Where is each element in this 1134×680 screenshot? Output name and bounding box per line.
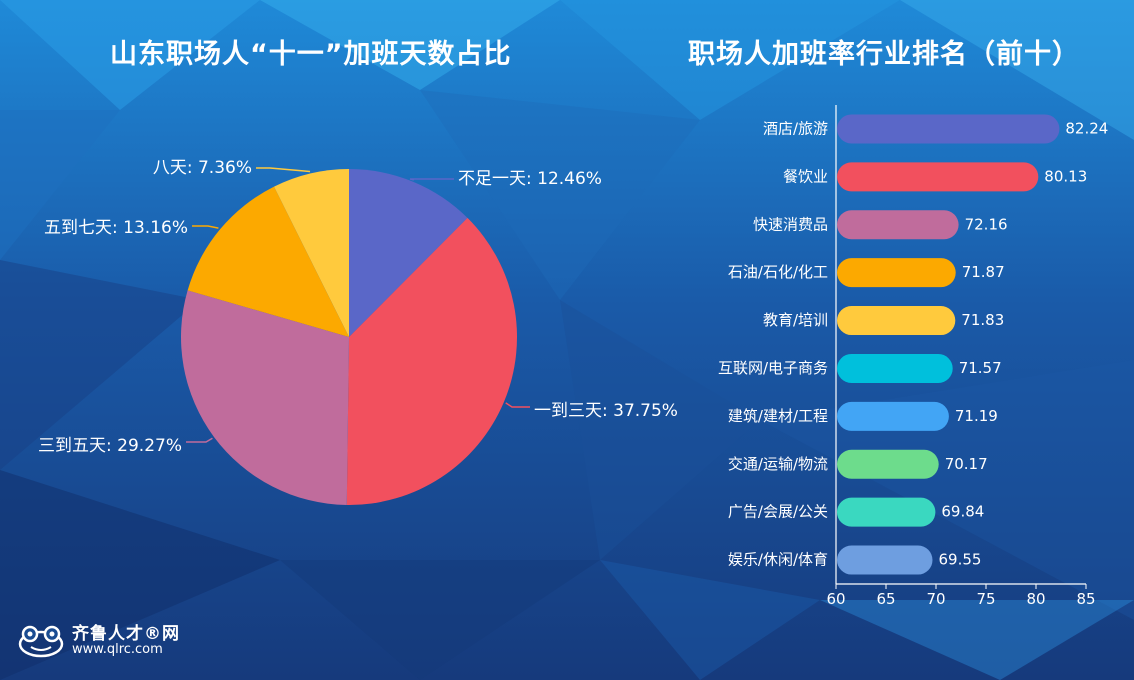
x-tick-label: 60 (826, 590, 845, 608)
value-label-7: 71.19 (955, 407, 998, 425)
value-label-8: 70.17 (945, 455, 988, 473)
bar-9 (837, 497, 936, 527)
pie-slice-label-5: 八天: 7.36% (153, 158, 252, 178)
x-tick-label: 65 (876, 590, 895, 608)
bar-4 (837, 258, 956, 288)
pie-leader-line-3 (186, 437, 213, 443)
pie-leader-line-4 (192, 225, 219, 229)
category-label-8: 交通/运输/物流 (728, 455, 828, 473)
pie-chart-title: 山东职场人“十一”加班天数占比 (110, 39, 512, 70)
logo-name: 齐鲁人才®网 (72, 623, 180, 644)
bar-1 (837, 114, 1060, 144)
x-tick-label: 70 (926, 590, 945, 608)
value-label-5: 71.83 (961, 311, 1004, 329)
category-label-5: 教育/培训 (763, 311, 828, 329)
x-tick-label: 85 (1076, 590, 1095, 608)
category-label-6: 互联网/电子商务 (718, 359, 828, 377)
pie-slice-4 (187, 186, 349, 337)
pie-chart: 不足一天: 12.46% 一到三天: 37.75% 三到五天: 29.27% 五到七天… (38, 158, 678, 505)
category-label-1: 酒店/旅游 (763, 119, 828, 137)
category-label-9: 广告/会展/公关 (728, 503, 828, 521)
value-label-2: 80.13 (1044, 167, 1087, 185)
x-tick-label: 80 (1026, 590, 1045, 608)
pie-slice-3 (180, 290, 349, 505)
bar-chart-title: 职场人加班率行业排名（前十） (688, 39, 1080, 70)
pie-slice-5 (274, 169, 349, 337)
pie-slice-2 (346, 217, 518, 505)
bar-5 (837, 306, 956, 336)
category-label-4: 石油/石化/化工 (728, 263, 828, 281)
bar-2 (837, 162, 1039, 192)
bar-8 (837, 449, 939, 479)
pie-leader-line-1 (409, 178, 454, 181)
frog-logo-icon (18, 625, 64, 658)
category-label-2: 餐饮业 (783, 167, 828, 185)
qlrc-logo: 齐鲁人才®网 www.qlrc.com (18, 624, 180, 658)
bar-chart: 60 65 70 75 80 85 酒店/旅游 82.24 餐饮业 80.13 快速消费品 72.16… (718, 105, 1108, 608)
value-label-3: 72.16 (965, 215, 1008, 233)
pie-leader-line-2 (505, 402, 530, 408)
value-label-6: 71.57 (959, 359, 1002, 377)
category-label-7: 建筑/建材/工程 (728, 407, 828, 425)
pie-slice-label-1: 不足一天: 12.46% (458, 169, 602, 189)
bar-10 (837, 545, 933, 575)
pie-slice-label-2: 一到三天: 37.75% (534, 401, 678, 421)
pie-slice-label-4: 五到七天: 13.16% (44, 218, 188, 238)
pie-slice-1 (349, 169, 468, 337)
logo-url: www.qlrc.com (72, 642, 163, 658)
bar-6 (837, 353, 953, 383)
x-tick-label: 75 (976, 590, 995, 608)
value-label-9: 69.84 (941, 503, 984, 521)
value-label-1: 82.24 (1065, 119, 1108, 137)
category-label-3: 快速消费品 (753, 215, 828, 233)
bar-3 (837, 210, 959, 240)
pie-slice-label-3: 三到五天: 29.27% (38, 436, 182, 456)
bar-7 (837, 401, 949, 431)
pie-leader-line-5 (256, 167, 311, 173)
value-label-10: 69.55 (939, 551, 982, 569)
value-label-4: 71.87 (962, 263, 1005, 281)
category-label-10: 娱乐/休闲/体育 (728, 551, 828, 569)
